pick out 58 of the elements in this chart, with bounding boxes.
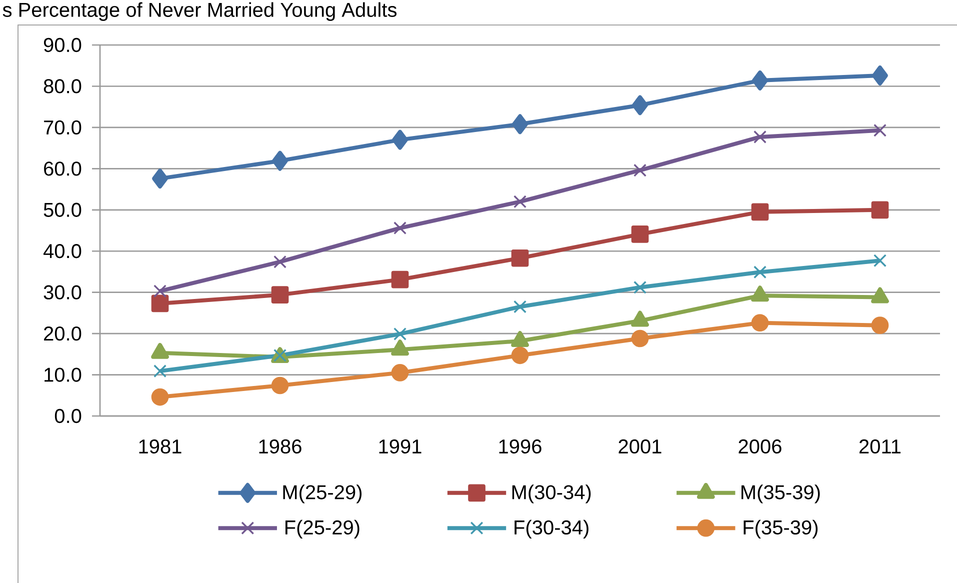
point: [873, 254, 887, 268]
y-tick-label: 10.0: [44, 368, 82, 382]
x-tick-label: 2006: [738, 439, 782, 454]
point: [751, 203, 769, 221]
point: [753, 266, 767, 279]
y-tick-label: 20.0: [44, 326, 82, 341]
point: [393, 327, 407, 340]
legend-label: F(25-29): [285, 520, 360, 538]
x-tick-label: 1981: [139, 439, 182, 454]
point: [753, 130, 767, 144]
chart-title: s Percentage of Never Married Young Adults: [2, 2, 397, 21]
point: [153, 364, 167, 378]
point: [631, 330, 649, 348]
legend-label: M(30-34): [512, 484, 591, 504]
point: [631, 226, 649, 243]
x-tick-label: 1991: [379, 439, 422, 454]
point: [152, 168, 168, 189]
y-tick-label: 90.0: [44, 38, 82, 52]
point: [273, 255, 287, 268]
point: [513, 300, 527, 314]
point: [871, 316, 889, 334]
point: [872, 66, 888, 86]
point: [272, 150, 288, 171]
legend-label: F(30-34): [514, 520, 588, 538]
point: [873, 124, 887, 137]
y-tick-label: 60.0: [44, 162, 82, 176]
point: [511, 346, 529, 364]
x-tick-label: 2001: [618, 439, 662, 454]
y-tick-label: 30.0: [44, 285, 82, 300]
point: [153, 284, 167, 298]
y-tick-label: 80.0: [44, 79, 82, 94]
point: [391, 270, 409, 288]
point: [271, 286, 289, 304]
point: [871, 201, 889, 219]
point: [752, 70, 768, 90]
y-tick-label: 40.0: [43, 244, 82, 258]
point: [751, 314, 769, 332]
y-tick-label: 70.0: [44, 120, 82, 135]
y-tick-label: 50.0: [44, 202, 82, 217]
point: [512, 114, 528, 134]
legend-label: F(35-39): [744, 520, 818, 538]
point: [511, 249, 529, 267]
point: [633, 164, 647, 177]
point: [513, 195, 527, 208]
point: [633, 280, 647, 294]
point: [392, 130, 408, 150]
point: [151, 294, 169, 312]
point: [393, 222, 407, 235]
legend-label: M(25-29): [283, 484, 362, 504]
point: [151, 388, 169, 406]
x-tick-label: 1986: [259, 439, 302, 454]
x-tick-label: 2011: [860, 439, 901, 454]
x-tick-label: 1996: [499, 439, 542, 454]
point: [391, 364, 409, 382]
point: [632, 95, 648, 116]
point: [271, 376, 289, 394]
legend-label: M(35-39): [742, 484, 820, 504]
y-tick-label: 0.0: [54, 408, 82, 424]
